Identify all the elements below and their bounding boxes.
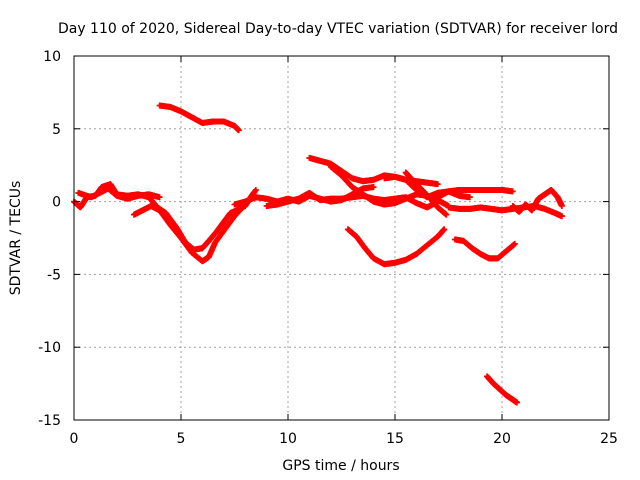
series-arc-12: [434, 186, 516, 201]
data-point: [466, 194, 473, 201]
data-point: [511, 240, 518, 247]
series-arc-7: [306, 154, 441, 188]
plot-frame: [73, 55, 610, 421]
x-tick-label: 0: [70, 431, 79, 447]
data-point: [235, 127, 242, 134]
x-tick-label: 20: [493, 431, 511, 447]
series-arc-16: [484, 373, 520, 406]
data-point: [252, 186, 259, 193]
data-point: [443, 211, 450, 218]
axis-ticks: 0 5 10 15 20 25 10 5 0 -5 -10 -15: [38, 49, 618, 447]
x-tick-label: 5: [177, 431, 186, 447]
series-arc-11: [402, 169, 450, 218]
x-tick-label: 10: [279, 431, 297, 447]
data-point: [558, 202, 565, 209]
data-point: [434, 181, 441, 188]
series-arc-15: [509, 186, 565, 215]
x-axis-label: GPS time / hours: [282, 458, 399, 474]
y-tick-label: 10: [43, 49, 61, 65]
series-arc-4: [156, 102, 242, 134]
y-tick-label: 0: [52, 195, 61, 211]
data-point: [513, 399, 520, 406]
series-arc-9: [344, 226, 448, 268]
x-tick-label: 25: [600, 431, 618, 447]
data-point: [441, 226, 448, 233]
chart-title: Day 110 of 2020, Sidereal Day-to-day VTE…: [58, 21, 618, 37]
x-tick-label: 15: [386, 431, 404, 447]
data-point: [509, 188, 516, 195]
series-arc-2: [75, 185, 163, 202]
y-tick-label: 5: [52, 122, 61, 138]
y-tick-label: -5: [47, 267, 61, 283]
grid: [74, 56, 609, 420]
y-tick-label: -15: [38, 413, 61, 429]
data-point: [558, 213, 565, 220]
series-arc-13: [445, 202, 565, 220]
y-tick-label: -10: [38, 340, 61, 356]
y-axis-label: SDTVAR / TECUs: [8, 181, 24, 296]
data-points: [71, 102, 565, 406]
data-point: [156, 194, 163, 201]
series-arc-14: [451, 236, 518, 262]
data-point: [370, 184, 377, 191]
